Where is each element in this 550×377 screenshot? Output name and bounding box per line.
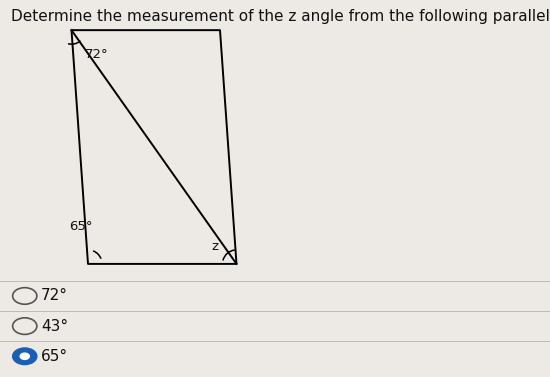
Text: z: z [212, 241, 219, 253]
Circle shape [13, 348, 37, 365]
Text: 43°: 43° [41, 319, 68, 334]
Circle shape [20, 353, 29, 359]
Text: 72°: 72° [85, 48, 109, 61]
Text: 72°: 72° [41, 288, 68, 303]
Text: 65°: 65° [41, 349, 68, 364]
Text: 65°: 65° [69, 220, 92, 233]
Text: Determine the measurement of the z angle from the following parallelogram:: Determine the measurement of the z angle… [11, 9, 550, 25]
